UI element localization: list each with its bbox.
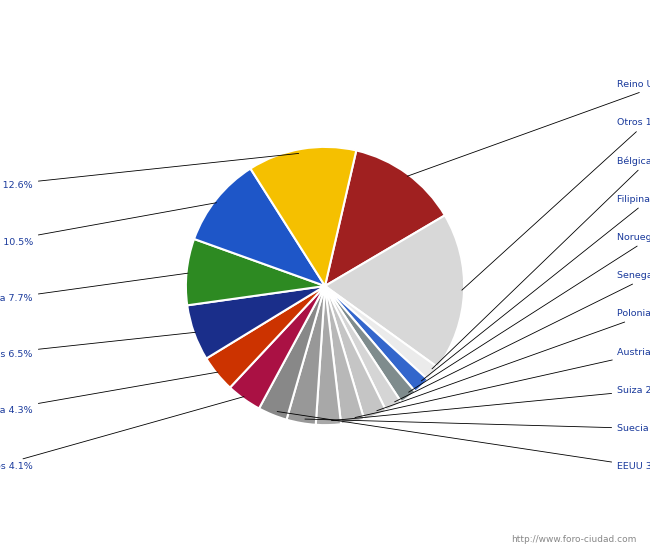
Wedge shape (194, 168, 325, 286)
Wedge shape (187, 286, 325, 359)
Text: Países Bajos 6.5%: Países Bajos 6.5% (0, 332, 196, 359)
Wedge shape (325, 286, 428, 392)
Wedge shape (325, 286, 415, 402)
Wedge shape (325, 286, 438, 379)
Text: Suecia 3.4%: Suecia 3.4% (305, 419, 650, 433)
Wedge shape (316, 286, 341, 425)
Text: Senegal 2.0%: Senegal 2.0% (395, 271, 650, 402)
Wedge shape (287, 286, 325, 425)
Text: Polonia 2.7%: Polonia 2.7% (377, 309, 650, 411)
Wedge shape (325, 216, 464, 367)
Text: Filipinas 2.0%: Filipinas 2.0% (421, 195, 650, 381)
Text: Colombia 4.3%: Colombia 4.3% (0, 372, 218, 415)
Wedge shape (259, 286, 325, 420)
Text: Bélgica 1.8%: Bélgica 1.8% (432, 156, 650, 369)
Wedge shape (230, 286, 325, 409)
Wedge shape (325, 286, 402, 411)
Text: EEUU 3.4%: EEUU 3.4% (277, 411, 650, 471)
Wedge shape (186, 239, 325, 305)
Text: Italia 7.7%: Italia 7.7% (0, 273, 188, 303)
Text: Suiza 2.9%: Suiza 2.9% (332, 386, 650, 421)
Text: Austria 2.7%: Austria 2.7% (355, 348, 650, 417)
Text: Noruega 2.0%: Noruega 2.0% (409, 233, 650, 392)
Text: Reino Unido 12.9%: Reino Unido 12.9% (408, 80, 650, 176)
Text: http://www.foro-ciudad.com: http://www.foro-ciudad.com (512, 536, 637, 544)
Wedge shape (325, 151, 445, 286)
Text: Otros 18.4%: Otros 18.4% (462, 118, 650, 290)
Wedge shape (250, 147, 356, 286)
Wedge shape (325, 286, 386, 420)
Wedge shape (206, 286, 325, 388)
Text: Francia 10.5%: Francia 10.5% (0, 203, 216, 246)
Text: Santa Lucía de Tirajana - Turistas extranjeros según país - Abril de 2024: Santa Lucía de Tirajana - Turistas extra… (65, 18, 585, 31)
Text: Marruecos 4.1%: Marruecos 4.1% (0, 397, 244, 471)
Text: Alemania 12.6%: Alemania 12.6% (0, 153, 299, 190)
Wedge shape (325, 286, 364, 424)
